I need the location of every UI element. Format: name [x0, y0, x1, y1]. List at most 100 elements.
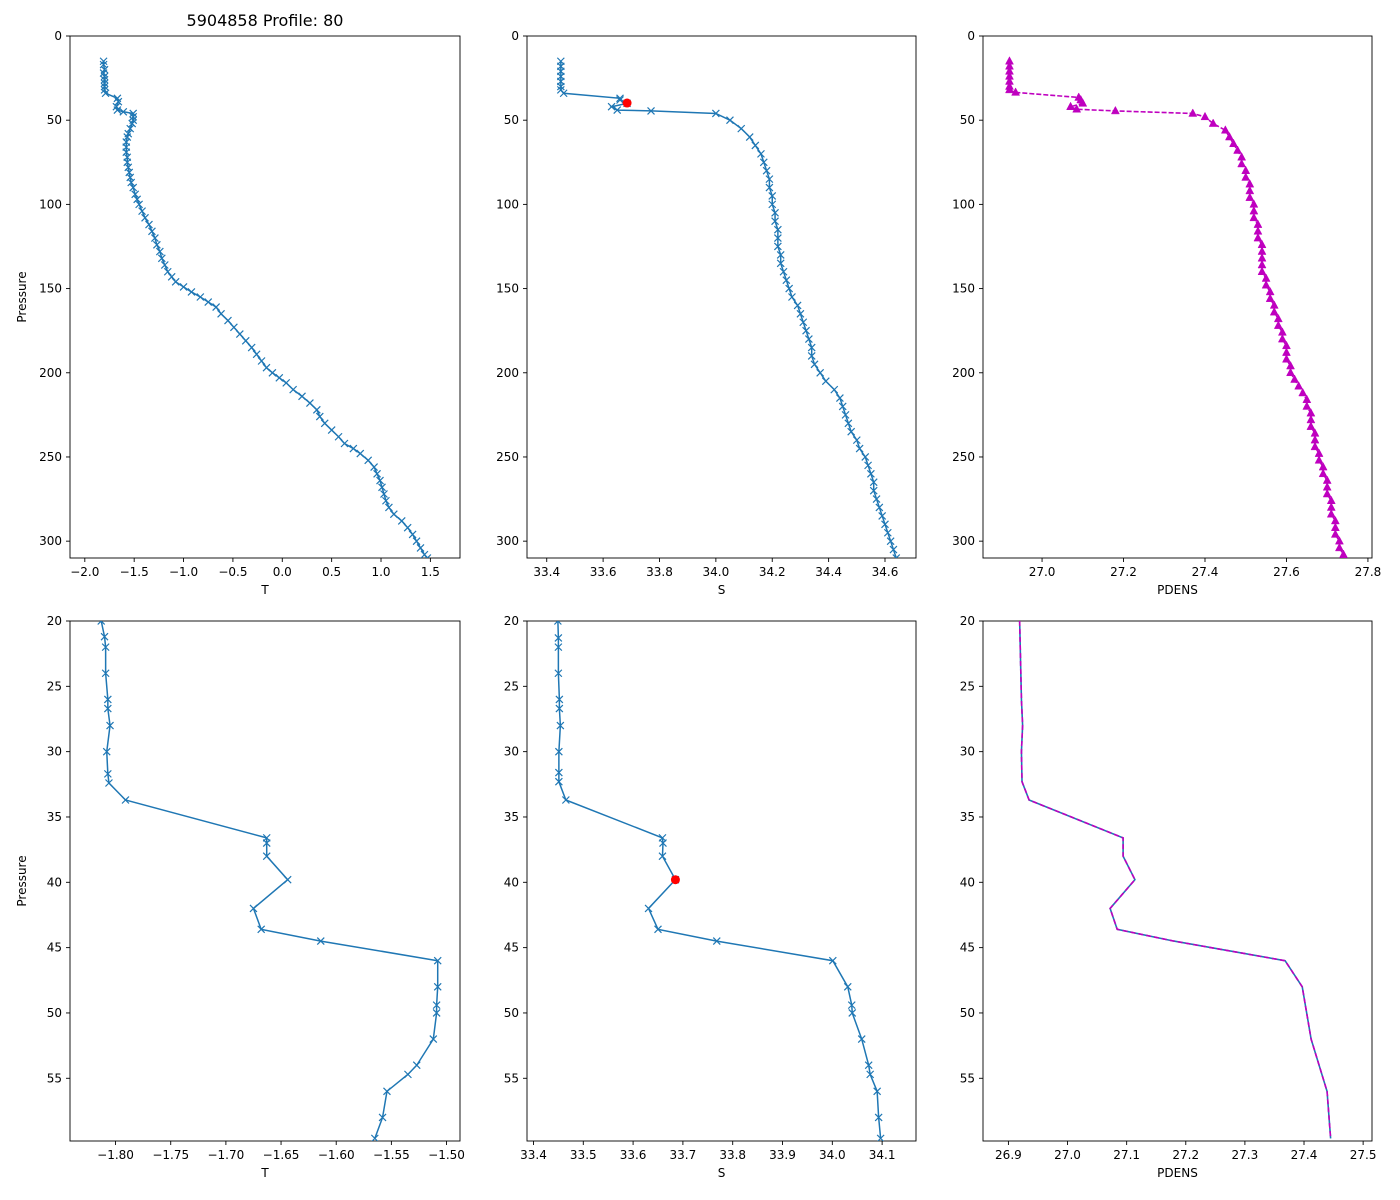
data-point-x — [103, 695, 112, 704]
data-point-x — [196, 293, 205, 301]
data-point-x — [370, 463, 379, 471]
data-point-x — [349, 444, 358, 453]
y-tick-label: 150 — [952, 282, 975, 296]
x-axis-label: T — [260, 1166, 269, 1180]
x-tick-label: 26.9 — [995, 1148, 1022, 1162]
data-point-x — [807, 343, 816, 352]
data-point-x — [101, 89, 110, 98]
y-tick-label: 45 — [47, 941, 62, 955]
x-axis-label: T — [260, 583, 269, 597]
y-tick-label: 40 — [47, 875, 62, 889]
x-tick-label: 27.0 — [1029, 565, 1056, 579]
data-point-x — [229, 323, 238, 332]
data-point-x — [554, 747, 563, 756]
data-point-x — [102, 747, 111, 756]
x-tick-label: 27.4 — [1291, 1148, 1318, 1162]
y-tick-label: 30 — [504, 745, 519, 759]
data-point-x — [129, 109, 138, 118]
data-point-x — [847, 427, 856, 436]
x-tick-label: −1.55 — [373, 1148, 410, 1162]
data-point-triangle — [1306, 421, 1316, 430]
data-point-triangle — [1249, 212, 1259, 222]
data-point-x — [397, 517, 406, 525]
data-point-x — [106, 721, 114, 730]
data-point-x — [283, 875, 292, 884]
x-tick-label: 0.5 — [322, 565, 341, 579]
data-point-x — [282, 378, 291, 387]
x-tick-label: −1.65 — [263, 1148, 300, 1162]
data-point-x — [416, 543, 425, 552]
x-tick-label: 33.8 — [646, 565, 673, 579]
x-tick-label: 33.9 — [769, 1148, 796, 1162]
data-point-x — [869, 486, 878, 495]
x-tick-label: −1.60 — [318, 1148, 355, 1162]
data-point-x — [644, 904, 653, 913]
series-line — [1008, 61, 1345, 558]
data-point-triangle — [1200, 111, 1210, 121]
data-point-x — [100, 75, 109, 84]
data-point-x — [751, 141, 760, 150]
data-point-x — [864, 461, 873, 470]
data-point-x — [119, 107, 128, 116]
data-point-x — [773, 225, 782, 234]
y-tick-label: 30 — [47, 745, 62, 759]
x-tick-label: 33.8 — [719, 1148, 746, 1162]
data-point-triangle — [1286, 367, 1295, 377]
y-tick-label: 250 — [952, 450, 975, 464]
y-tick-label: 20 — [504, 614, 519, 628]
data-point-x — [878, 511, 887, 520]
data-point-x — [121, 796, 130, 804]
data-point-x — [861, 453, 870, 461]
data-point-x — [380, 490, 388, 498]
y-tick-label: 50 — [504, 1006, 519, 1020]
data-point-triangle — [1253, 233, 1263, 242]
data-point-x — [847, 1001, 856, 1010]
data-point-x — [779, 267, 788, 276]
data-point-x — [848, 1009, 857, 1017]
data-point-x — [737, 124, 746, 133]
data-point-x — [141, 213, 149, 222]
data-point-x — [114, 97, 123, 106]
data-point-x — [163, 267, 172, 276]
data-point-x — [556, 82, 565, 91]
axes-frame — [69, 620, 461, 1142]
data-point-x — [127, 178, 136, 187]
data-point-x — [370, 1134, 379, 1141]
data-point-x — [607, 102, 616, 111]
x-tick-label: 1.5 — [421, 565, 440, 579]
data-point-triangle — [1011, 87, 1021, 96]
data-point-x — [101, 669, 110, 678]
x-tick-label: 34.4 — [815, 565, 842, 579]
x-tick-label: 27.8 — [1355, 565, 1382, 579]
y-tick-label: 100 — [952, 197, 975, 211]
x-tick-label: 34.6 — [872, 565, 899, 579]
data-point-x — [99, 57, 108, 66]
series-line — [557, 621, 882, 1139]
data-point-x — [356, 449, 365, 458]
data-point-x — [768, 200, 777, 209]
y-tick-label: 0 — [54, 29, 62, 43]
y-tick-label: 100 — [39, 197, 62, 211]
data-point-x — [103, 769, 112, 778]
x-tick-label: 34.1 — [869, 1148, 896, 1162]
data-point-x — [556, 721, 565, 730]
data-point-x — [128, 119, 137, 128]
data-point-x — [129, 112, 138, 121]
data-point-x — [883, 528, 892, 537]
x-tick-label: 33.6 — [590, 565, 617, 579]
data-point-x — [320, 419, 329, 428]
y-tick-label: 45 — [960, 941, 975, 955]
y-tick-label: 35 — [504, 810, 519, 824]
data-point-x — [105, 779, 113, 787]
data-point-x — [382, 496, 390, 505]
series-line — [560, 61, 897, 558]
y-tick-label: 20 — [960, 614, 975, 628]
data-point-x — [100, 82, 109, 91]
data-point-x — [771, 208, 779, 217]
data-point-x — [412, 537, 421, 546]
data-point-x — [135, 200, 144, 209]
data-point-x — [257, 357, 266, 365]
data-point-x — [100, 632, 109, 641]
x-tick-label: −1.5 — [120, 565, 149, 579]
data-point-triangle — [1265, 293, 1275, 302]
